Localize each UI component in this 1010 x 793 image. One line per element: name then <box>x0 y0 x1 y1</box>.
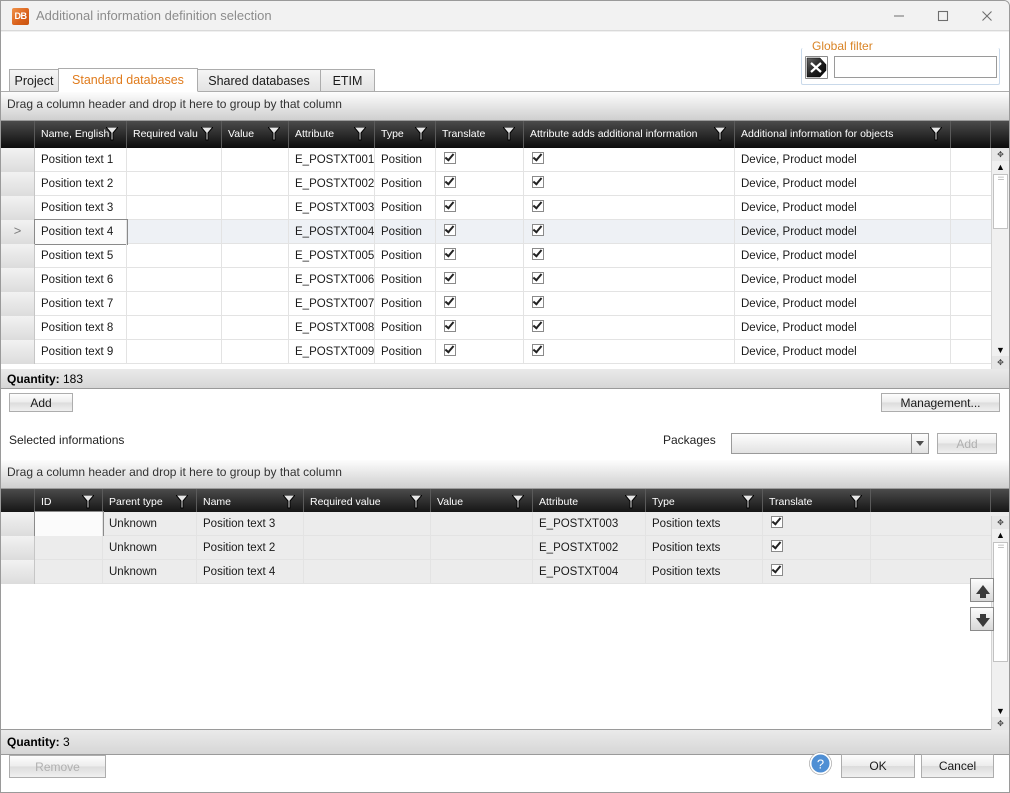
svg-text:?: ? <box>817 756 824 771</box>
